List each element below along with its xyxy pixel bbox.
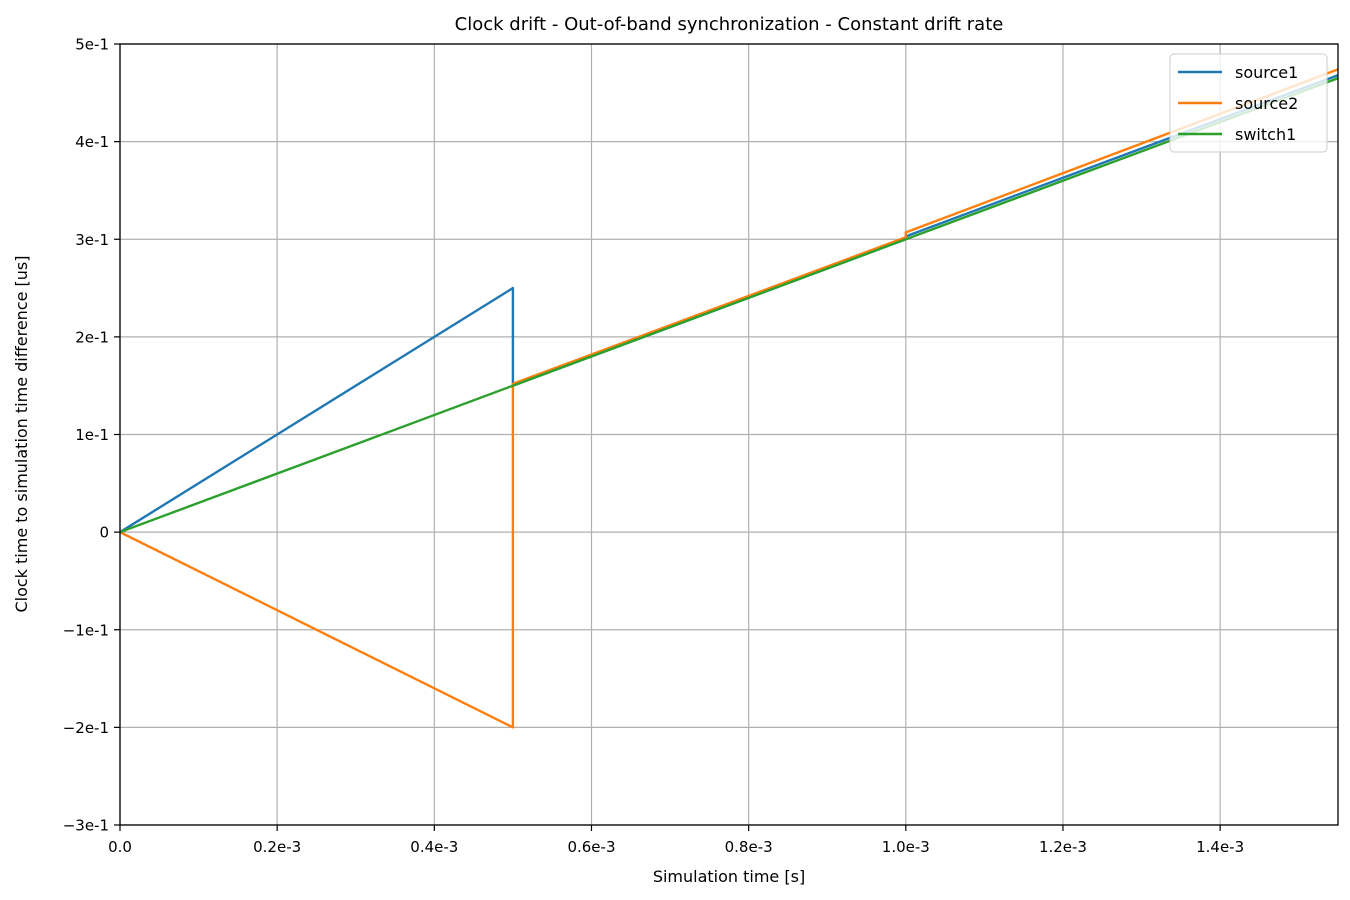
y-tick-label: −3e-1 [63, 817, 109, 835]
series-line-switch1 [120, 77, 1338, 534]
y-tick-label: 1e-1 [75, 426, 109, 444]
x-tick-label: 1.2e-3 [1039, 838, 1087, 856]
x-tick-label: 1.4e-3 [1196, 838, 1244, 856]
legend-label: source1 [1235, 63, 1298, 82]
y-tick-label: 3e-1 [75, 231, 109, 249]
series-layer [120, 68, 1338, 729]
y-tick-label: 5e-1 [75, 36, 109, 54]
y-tick-label: 4e-1 [75, 133, 109, 151]
y-axis-label: Clock time to simulation time difference… [12, 255, 31, 612]
series-line-source2 [120, 68, 1338, 729]
legend-label: switch1 [1235, 125, 1296, 144]
chart-title: Clock drift - Out-of-band synchronizatio… [455, 14, 1004, 35]
x-axis-label: Simulation time [s] [653, 867, 805, 886]
legend-label: source2 [1235, 94, 1298, 113]
x-tick-label: 0.2e-3 [253, 838, 301, 856]
x-tick-label: 0.0 [108, 838, 132, 856]
y-tick-label: 0 [99, 524, 109, 542]
y-tick-label: −1e-1 [63, 621, 109, 639]
x-tick-label: 0.4e-3 [410, 838, 458, 856]
y-tick-label: 2e-1 [75, 328, 109, 346]
legend: source1 source2 switch1 [1169, 53, 1328, 153]
x-tick-label: 0.6e-3 [567, 838, 615, 856]
legend-box [1169, 53, 1328, 153]
y-tick-label: −2e-1 [63, 719, 109, 737]
y-axis: 5e-1 4e-1 3e-1 2e-1 1e-1 0 −1e-1 −2e-1 −3e-1 [63, 36, 120, 835]
x-axis: 0.0 0.2e-3 0.4e-3 0.6e-3 0.8e-3 1.0e-3 1.2e-3 1… [108, 825, 1244, 856]
x-tick-label: 1.0e-3 [882, 838, 930, 856]
x-tick-label: 0.8e-3 [725, 838, 773, 856]
